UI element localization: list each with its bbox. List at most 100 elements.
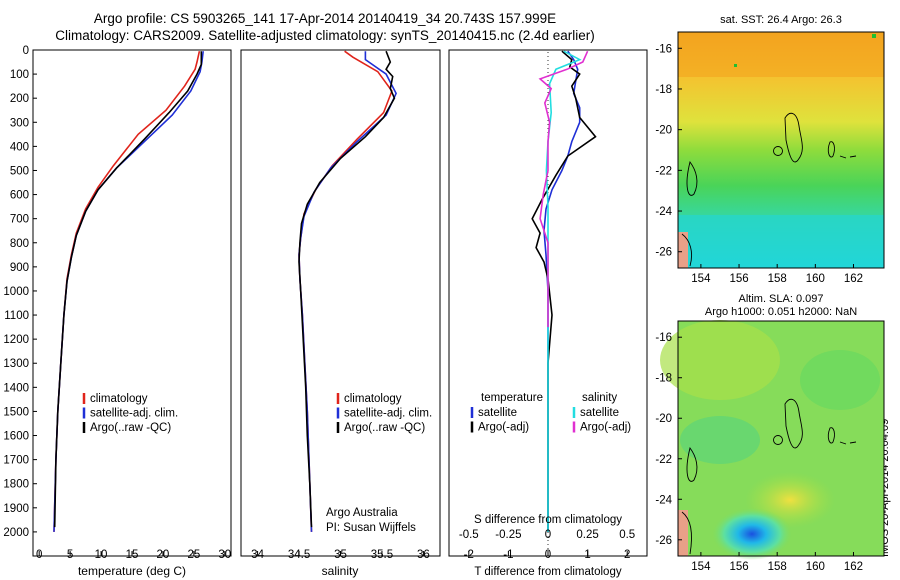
island-coast (839, 441, 857, 445)
argo-float-location (773, 146, 783, 156)
temperature-x-tick-label: 20 (157, 549, 170, 561)
map-lon-tick-label: 162 (844, 561, 863, 573)
map-lon-tick-label: 154 (691, 561, 711, 573)
map-lat-tick-label: -22 (655, 454, 672, 466)
map-lon-tick-label: 158 (768, 273, 787, 285)
island-coast (827, 141, 835, 158)
depth-tick-label: 200 (10, 93, 29, 105)
depth-tick-label: 1900 (3, 503, 29, 515)
depth-tick-label: 100 (10, 69, 29, 81)
new-caledonia-coast (784, 398, 803, 449)
sst-anomaly-pixel (872, 34, 876, 38)
s-difference-x-tick-label: 0 (545, 529, 551, 541)
map-lon-tick-label: 162 (844, 273, 863, 285)
temperature-x-tick-label: 25 (187, 549, 200, 561)
difference-panel: -2 -1 0 1 2 -0.5 -0.25 0 0.25 0.5 S difference fr… (448, 49, 648, 578)
map-lat-tick-label: -22 (655, 165, 672, 177)
t-difference-x-tick-label: 2 (624, 549, 630, 561)
depth-tick-label: 300 (10, 117, 29, 129)
map-lat-tick-label: -16 (655, 43, 672, 55)
plot-title-line-2: Climatology: CARS2009. Satellite-adjuste… (55, 28, 595, 43)
map-lon-tick-label: 156 (729, 273, 748, 285)
map-lat-tick-label: -26 (655, 247, 672, 259)
t-difference-x-tick-label: -2 (464, 549, 474, 561)
australia-coast (686, 160, 698, 196)
t-difference-legend-label: Argo(-adj) (478, 422, 529, 434)
sst-land-patch (678, 232, 688, 268)
map-lat-tick-label: -18 (655, 373, 672, 385)
salinity-argo-adj--line (538, 50, 589, 328)
map-lon-tick-label: 160 (806, 273, 825, 285)
salinity-legend-label: climatology (344, 393, 402, 405)
depth-tick-label: 400 (10, 141, 29, 153)
temperature-x-tick-label: 15 (126, 549, 139, 561)
map-lat-tick-label: -26 (655, 535, 672, 547)
t-difference-legend-label: satellite (478, 407, 517, 419)
sla-map-title: Altim. SLA: 0.097 (738, 293, 824, 305)
argo-australia-note: Argo Australia (326, 507, 398, 519)
depth-tick-label: 1400 (3, 382, 29, 394)
salinity-x-tick-label: 34.5 (288, 549, 310, 561)
temperature-x-tick-label: 10 (95, 549, 108, 561)
island-coast (827, 427, 835, 444)
depth-tick-label: 0 (23, 45, 29, 57)
t-difference-label: T difference from climatology (474, 566, 621, 578)
depth-tick-label: 500 (10, 165, 29, 177)
s-difference-legend-label: satellite (580, 407, 619, 419)
map-lat-tick-label: -20 (655, 413, 672, 425)
sst-map: 154 156 158 160 162 -16 -18 -20 -22 -24 -26 (655, 31, 885, 285)
depth-tick-label: 1300 (3, 358, 29, 370)
temperature-axes-frame (32, 49, 232, 557)
depth-tick-label: 800 (10, 238, 29, 250)
s-difference-x-tick-label: -0.5 (459, 529, 479, 541)
temperature-x-tick-label: 30 (218, 549, 231, 561)
salinity-legend-label: Argo(..raw -QC) (344, 422, 425, 434)
depth-tick-label: 1000 (3, 286, 29, 298)
depth-tick-label: 600 (10, 190, 29, 202)
plot-title-line-1: Argo profile: CS 5903265_141 17-Apr-2014… (93, 11, 557, 26)
salinity-axes-frame (240, 49, 441, 557)
temperature-legend-label: satellite-adj. clim. (90, 408, 178, 420)
depth-tick-label: 1200 (3, 334, 29, 346)
australia-coast (686, 446, 698, 482)
sla-high-region (660, 320, 780, 400)
map-lat-tick-label: -16 (655, 332, 672, 344)
depth-tick-label: 2000 (3, 527, 29, 539)
s-difference-legend-heading: salinity (582, 392, 617, 404)
salinity-x-tick-label: 36 (417, 549, 430, 561)
salinity-x-tick-label: 35.5 (371, 549, 393, 561)
temperature-xlabel: temperature (deg C) (78, 564, 186, 578)
new-caledonia-coast (784, 112, 803, 163)
sla-low-region (680, 416, 760, 464)
map-lat-tick-label: -24 (655, 494, 672, 506)
temperature-x-tick-label: 0 (36, 549, 42, 561)
temperature-x-tick-label: 5 (67, 549, 73, 561)
depth-tick-label: 1800 (3, 479, 29, 491)
temperature-legend-label: climatology (90, 393, 148, 405)
t-difference-x-tick-label: -1 (503, 549, 513, 561)
argo-float-location (773, 435, 783, 445)
argo-raw-qc--line (53, 51, 203, 528)
depth-tick-label: 1600 (3, 431, 29, 443)
temperature-panel: 0100200300400500600700800900100011001200… (3, 45, 232, 578)
sst-map-frame (677, 31, 885, 269)
sla-low-region (800, 350, 880, 410)
depth-tick-label: 1500 (3, 406, 29, 418)
map-lon-tick-label: 158 (768, 561, 787, 573)
s-difference-x-tick-label: 0.25 (576, 529, 598, 541)
temperature-argo-adj--line (531, 50, 597, 532)
salinity-legend-label: satellite-adj. clim. (344, 408, 432, 420)
salinity-x-tick-label: 34 (251, 549, 264, 561)
salinity-panel: 34 34.5 35 35.5 36 salinity climatology satel… (240, 49, 441, 578)
pi-name-note: PI: Susan Wijffels (326, 522, 416, 534)
t-difference-legend-heading: temperature (481, 392, 543, 404)
s-difference-legend-label: Argo(-adj) (580, 422, 631, 434)
salinity-x-tick-label: 35 (334, 549, 347, 561)
map-lon-tick-label: 154 (691, 273, 711, 285)
argo-raw-qc--line (298, 50, 396, 528)
t-difference-x-tick-label: 1 (584, 549, 590, 561)
sla-map: 154 156 158 160 162 -16 -18 -20 -22 -24 -26 (655, 320, 885, 573)
island-coast (839, 155, 857, 159)
depth-tick-label: 700 (10, 214, 29, 226)
depth-tick-label: 900 (10, 262, 29, 274)
